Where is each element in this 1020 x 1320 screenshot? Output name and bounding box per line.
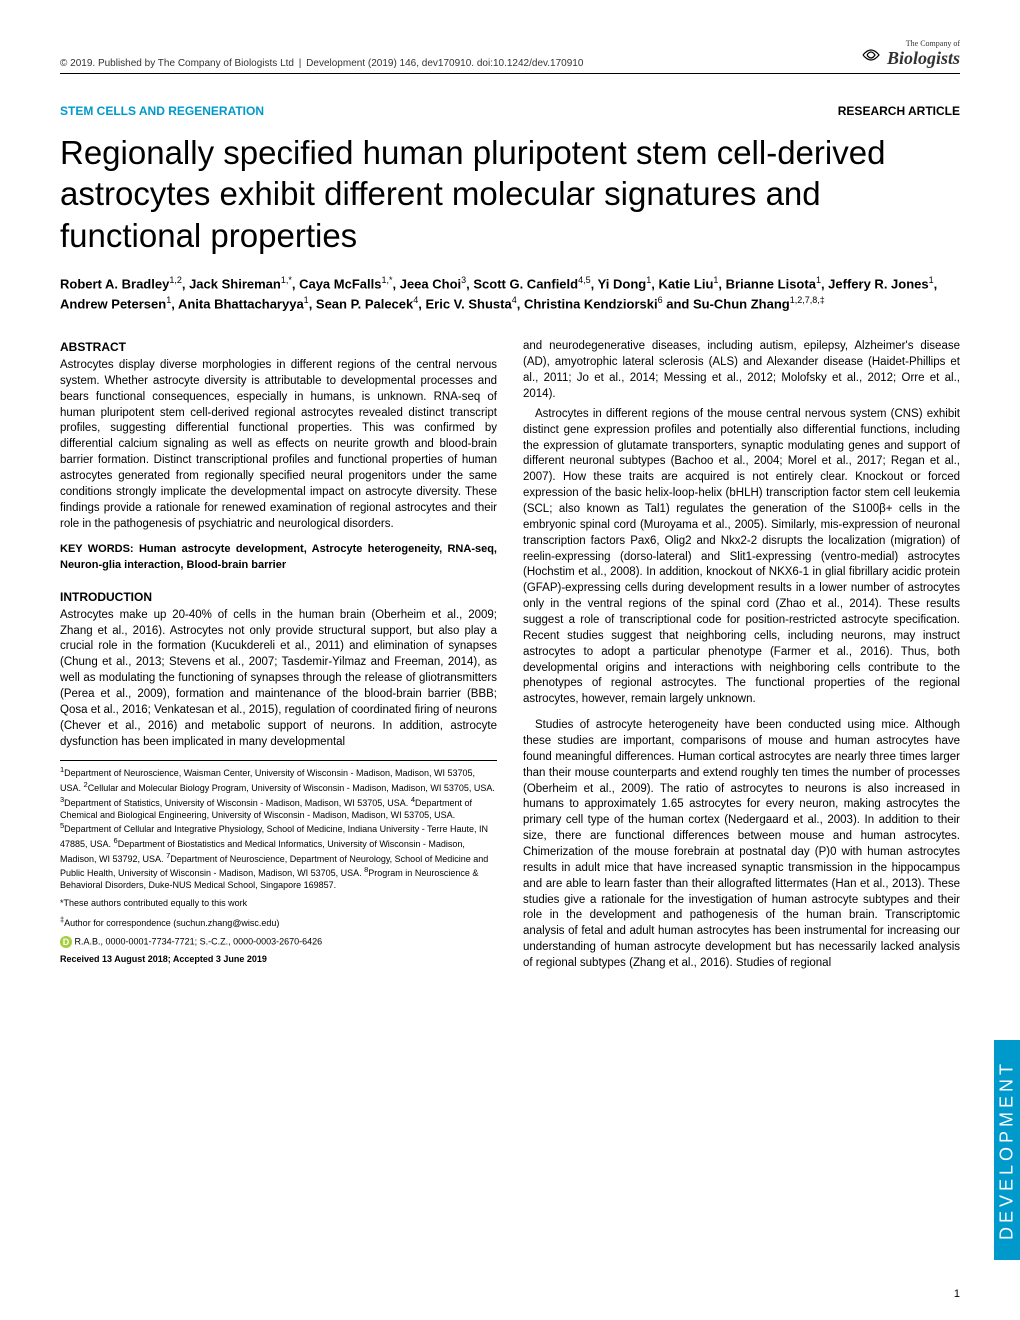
logo-top-text: The Company of (887, 40, 960, 48)
received-accepted: Received 13 August 2018; Accepted 3 June… (60, 954, 497, 966)
col2-para-3: Studies of astrocyte heterogeneity have … (523, 718, 960, 972)
affiliations-text: 1Department of Neuroscience, Waisman Cen… (60, 765, 497, 891)
affiliations-block: 1Department of Neuroscience, Waisman Cen… (60, 760, 497, 965)
keywords-label: KEY WORDS: (60, 543, 134, 555)
keywords: KEY WORDS: Human astrocyte development, … (60, 542, 497, 573)
page-number: 1 (954, 1288, 960, 1300)
abstract-text: Astrocytes display diverse morphologies … (60, 358, 497, 532)
orcid-ids: R.A.B., 0000-0001-7734-7721; S.-C.Z., 00… (75, 936, 323, 946)
authors-list: Robert A. Bradley1,2, Jack Shireman1,*, … (60, 274, 960, 314)
section-category: STEM CELLS AND REGENERATION (60, 104, 264, 118)
equal-contribution: *These authors contributed equally to th… (60, 898, 497, 910)
header-citation: © 2019. Published by The Company of Biol… (60, 58, 583, 69)
citation-text: Development (2019) 146, dev170910. doi:1… (306, 58, 583, 69)
corresponding-author: ‡Author for correspondence (suchun.zhang… (60, 915, 497, 930)
introduction-heading: INTRODUCTION (60, 589, 497, 606)
copyright-text: © 2019. Published by The Company of Biol… (60, 58, 294, 69)
article-type: RESEARCH ARTICLE (838, 104, 960, 118)
orcid-icon: D (60, 936, 72, 948)
right-column: and neurodegenerative diseases, includin… (523, 339, 960, 982)
knot-icon (859, 43, 883, 67)
logo-main-text: Biologists (887, 48, 960, 68)
left-column: ABSTRACT Astrocytes display diverse morp… (60, 339, 497, 982)
header-bar: © 2019. Published by The Company of Biol… (60, 40, 960, 74)
orcid-line: D R.A.B., 0000-0001-7734-7721; S.-C.Z., … (60, 936, 497, 948)
article-title: Regionally specified human pluripotent s… (60, 132, 960, 256)
journal-tab: DEVELOPMENT (994, 1040, 1020, 1260)
col2-para-1: and neurodegenerative diseases, includin… (523, 339, 960, 402)
intro-para-1: Astrocytes make up 20-40% of cells in th… (60, 608, 497, 751)
section-labels: STEM CELLS AND REGENERATION RESEARCH ART… (60, 104, 960, 118)
abstract-heading: ABSTRACT (60, 339, 497, 356)
publisher-logo: The Company of Biologists (859, 40, 960, 69)
col2-para-2: Astrocytes in different regions of the m… (523, 407, 960, 708)
